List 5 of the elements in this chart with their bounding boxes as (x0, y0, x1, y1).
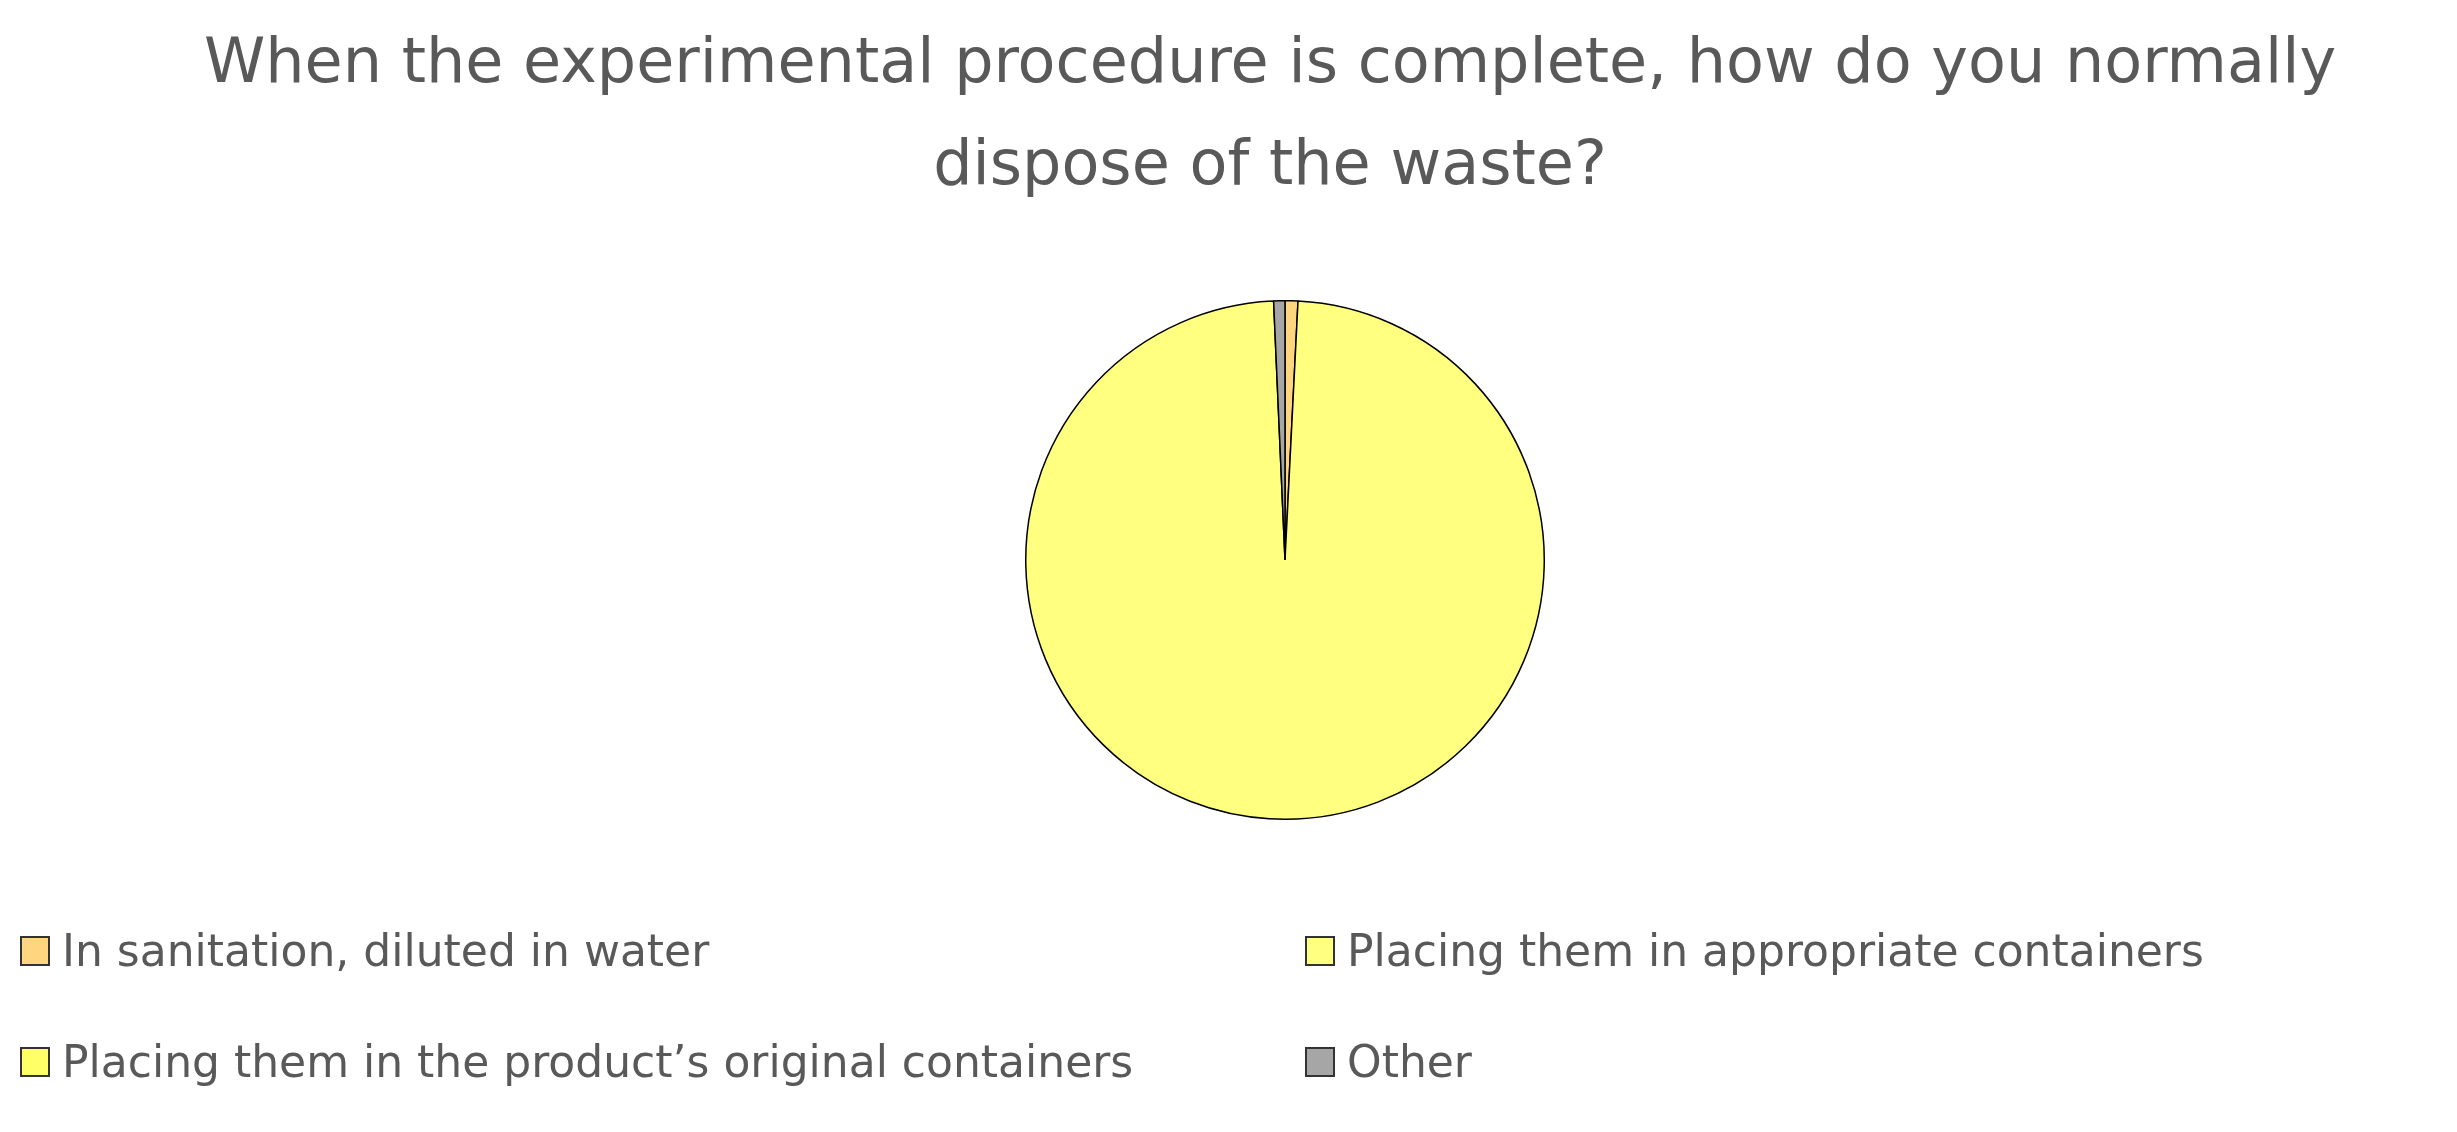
legend-label: In sanitation, diluted in water (62, 925, 710, 976)
legend-label: Placing them in the product’s original containers (62, 1036, 1134, 1087)
legend-label: Other (1347, 1036, 1472, 1087)
legend-label: Placing them in appropriate containers (1347, 925, 2204, 976)
chart-title: When the experimental procedure is complete, how do you normally dispose of the waste? (202, 23, 2338, 201)
